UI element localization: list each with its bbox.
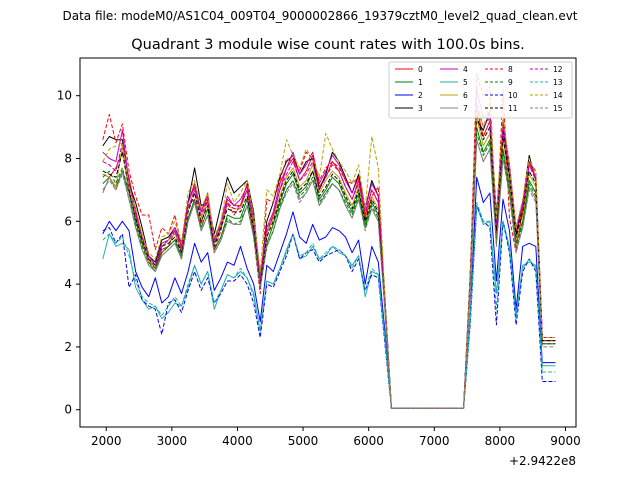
x-axis: 2000 3000 4000 5000 6000 7000 8000 9000 [91, 427, 581, 448]
x-tick-label: 5000 [288, 434, 319, 448]
y-tick-label: 0 [64, 403, 72, 417]
legend-label-15: 15 [553, 104, 563, 113]
legend-label-4: 4 [463, 65, 468, 74]
figure-suptitle: Data file: modeM0/AS1C04_009T04_90000028… [62, 9, 577, 23]
legend-label-11: 11 [508, 104, 518, 113]
y-axis: 0 2 4 6 8 10 [57, 89, 80, 417]
series-line-2 [102, 176, 556, 409]
legend-label-10: 10 [508, 91, 518, 100]
x-tick-label: 7000 [419, 434, 450, 448]
series-line-14 [102, 101, 556, 409]
legend-label-2: 2 [418, 91, 423, 100]
series-line-13 [102, 202, 556, 409]
y-tick-label: 10 [57, 89, 72, 103]
legend-box [388, 61, 573, 119]
x-tick-label: 4000 [222, 434, 253, 448]
y-tick-label: 8 [64, 151, 72, 165]
legend-label-8: 8 [508, 65, 513, 74]
y-tick-label: 6 [64, 214, 72, 228]
plot-series-group [102, 73, 556, 409]
legend-label-0: 0 [418, 65, 423, 74]
y-tick-label: 2 [64, 340, 72, 354]
x-tick-label: 9000 [550, 434, 581, 448]
x-tick-label: 2000 [91, 434, 122, 448]
legend-label-6: 6 [463, 91, 468, 100]
legend-label-5: 5 [463, 78, 468, 87]
legend-label-7: 7 [463, 104, 468, 113]
legend-label-13: 13 [553, 78, 563, 87]
series-line-15 [102, 139, 556, 409]
series-line-10 [102, 205, 556, 409]
x-tick-label: 8000 [485, 434, 516, 448]
x-tick-label: 3000 [157, 434, 188, 448]
series-line-11 [102, 114, 556, 409]
plot-frame [79, 57, 577, 428]
x-axis-offset-label: +2.9422e8 [509, 454, 576, 468]
series-line-6 [102, 117, 556, 409]
legend-label-3: 3 [418, 104, 423, 113]
chart-title: Quadrant 3 module wise count rates with … [131, 37, 525, 53]
series-line-1 [102, 126, 556, 409]
x-tick-label: 6000 [353, 434, 384, 448]
legend-label-1: 1 [418, 78, 423, 87]
series-line-5 [102, 205, 556, 409]
legend-label-9: 9 [508, 78, 513, 87]
legend-label-12: 12 [553, 65, 563, 74]
y-tick-label: 4 [64, 277, 72, 291]
legend-label-14: 14 [553, 91, 563, 100]
series-line-9 [102, 132, 556, 409]
